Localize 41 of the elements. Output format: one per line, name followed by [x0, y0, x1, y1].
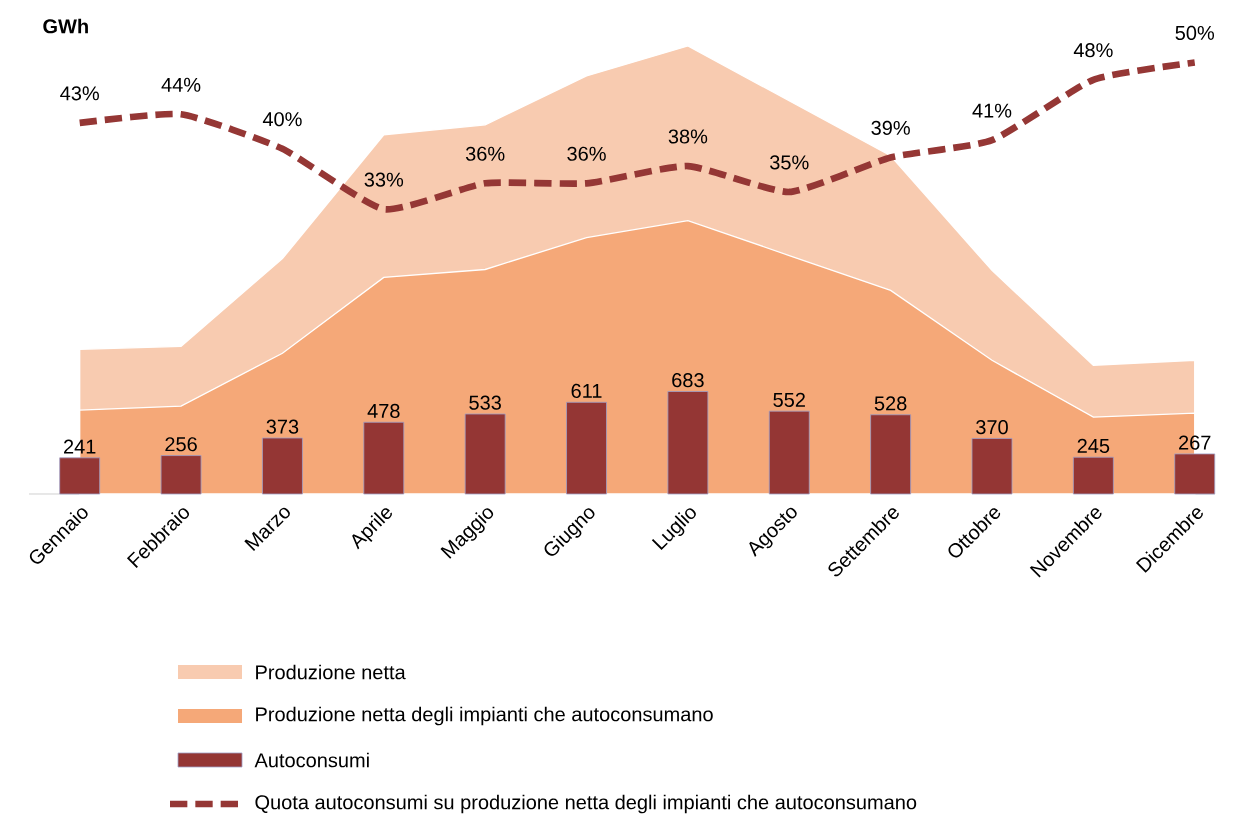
data-label: 36%: [567, 146, 606, 162]
data-label: 39%: [871, 121, 910, 136]
bar: [768, 410, 810, 495]
data-label: 43%: [60, 86, 99, 101]
data-label: 373: [266, 419, 299, 434]
data-label: 245: [1077, 439, 1110, 454]
bar: [1072, 457, 1114, 495]
data-label: 50%: [1175, 26, 1215, 41]
data-label: 611: [571, 384, 602, 399]
data-label: 683: [672, 373, 704, 388]
data-label: 44%: [161, 78, 201, 93]
data-label: 41%: [972, 103, 1012, 118]
data-label: 528: [874, 396, 907, 411]
bar: [59, 457, 101, 495]
data-label: 33%: [364, 172, 404, 187]
data-label: 256: [165, 437, 197, 452]
data-label: 241: [64, 439, 96, 454]
data-label: 478: [367, 404, 400, 419]
legend-label: Quota autoconsumi su produzione netta degli impianti che autoconsumano: [255, 794, 917, 814]
bar: [667, 391, 709, 495]
bar: [262, 437, 303, 495]
data-label: 36%: [465, 146, 505, 162]
bar: [566, 402, 607, 495]
bar: [363, 422, 405, 495]
bar: [160, 455, 202, 495]
data-label: 48%: [1073, 43, 1113, 58]
bar: [971, 438, 1013, 495]
y-axis-title: GWh: [43, 18, 88, 34]
bar: [1174, 453, 1216, 495]
bar: [870, 414, 912, 495]
data-label: 533: [469, 395, 501, 410]
data-label: 35%: [770, 155, 809, 170]
data-label: 552: [773, 392, 805, 408]
data-label: 267: [1179, 435, 1211, 450]
data-label: 40%: [262, 112, 302, 127]
data-label: 38%: [668, 129, 708, 144]
legend-label: Produzione netta: [256, 664, 406, 680]
legend-label: Autoconsumi: [254, 752, 369, 768]
bar: [464, 413, 506, 495]
legend-label: Produzione netta degli impianti che autoconsumano: [256, 706, 713, 726]
data-label: 370: [976, 420, 1008, 435]
